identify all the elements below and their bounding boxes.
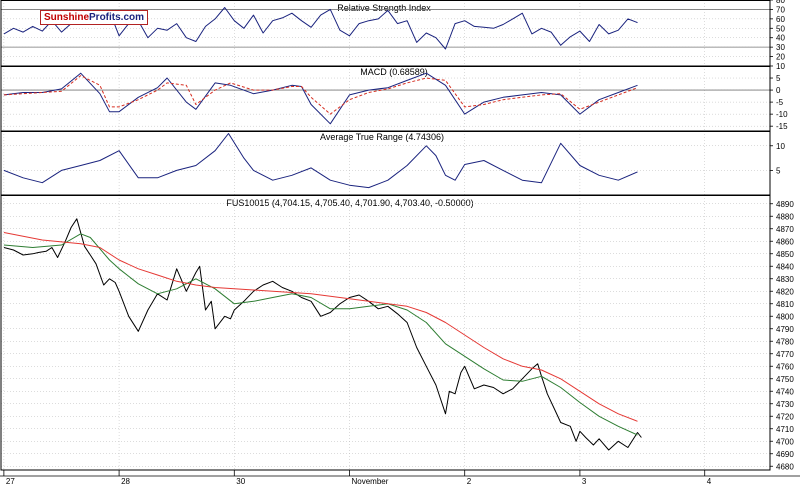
x-tick-label-5: 3 bbox=[582, 477, 587, 486]
price-ytick-label-21: 4890 bbox=[776, 200, 794, 209]
price-ytick-label-9: 4770 bbox=[776, 350, 794, 359]
atr-ytick-label-1: 10 bbox=[776, 142, 785, 151]
macd-series-0 bbox=[3, 72, 638, 125]
macd-ytick-label-0: -15 bbox=[776, 122, 788, 131]
rsi-ytick-label-4: 50 bbox=[776, 24, 785, 33]
price-ytick-label-18: 4860 bbox=[776, 237, 794, 246]
x-tick-label-3: November bbox=[351, 477, 388, 486]
price-ytick-label-11: 4790 bbox=[776, 325, 794, 334]
atr-series-0 bbox=[3, 133, 638, 189]
logo-part2: Profits.com bbox=[89, 12, 145, 23]
macd-ytick-label-1: -10 bbox=[776, 110, 788, 119]
price-series-1 bbox=[3, 233, 638, 436]
price-ytick-label-0: 4680 bbox=[776, 462, 794, 471]
macd-series-1 bbox=[3, 75, 638, 115]
price-ytick-label-12: 4800 bbox=[776, 312, 794, 321]
price-frame bbox=[0, 195, 771, 471]
macd-ytick-label-4: 5 bbox=[776, 74, 781, 83]
price-ytick-label-1: 4690 bbox=[776, 450, 794, 459]
price-ytick-label-6: 4740 bbox=[776, 387, 794, 396]
price-ytick-label-19: 4870 bbox=[776, 225, 794, 234]
price-ytick-label-5: 4730 bbox=[776, 400, 794, 409]
atr-ytick-label-0: 5 bbox=[776, 166, 781, 175]
price-ytick-label-14: 4820 bbox=[776, 287, 794, 296]
macd-title: MACD (0.68589) bbox=[360, 67, 428, 77]
rsi-title: Relative Strength Index bbox=[337, 3, 431, 13]
price-ytick-label-17: 4850 bbox=[776, 250, 794, 259]
rsi-ytick-label-6: 70 bbox=[776, 5, 785, 14]
macd-ytick-label-2: -5 bbox=[776, 98, 784, 107]
price-ytick-label-16: 4840 bbox=[776, 262, 794, 271]
price-series-0 bbox=[3, 218, 642, 451]
price-ytick-label-4: 4720 bbox=[776, 412, 794, 421]
macd-panel: -15 -10 -5 0 5 bbox=[0, 66, 788, 132]
x-tick-label-6: 4 bbox=[707, 477, 712, 486]
rsi-ytick-label-5: 60 bbox=[776, 15, 785, 24]
rsi-ytick-label-7: 80 bbox=[776, 0, 785, 5]
logo-part1: Sunshine bbox=[44, 12, 90, 23]
price-ytick-label-15: 4830 bbox=[776, 275, 794, 284]
price-panel: 4680 4690 4700 4710 4720 4730 4740 4750 4760 4770… bbox=[0, 195, 794, 471]
rsi-ytick-label-3: 40 bbox=[776, 34, 785, 43]
price-ytick-label-10: 4780 bbox=[776, 337, 794, 346]
price-ytick-label-13: 4810 bbox=[776, 300, 794, 309]
atr-title: Average True Range (4.74306) bbox=[320, 132, 444, 142]
price-series-2 bbox=[3, 232, 638, 422]
price-ytick-label-2: 4700 bbox=[776, 437, 794, 446]
price-ytick-label-20: 4880 bbox=[776, 212, 794, 221]
rsi-ytick-label-2: 30 bbox=[776, 43, 785, 52]
x-tick-label-4: 2 bbox=[467, 477, 472, 486]
price-title: FUS10015 (4,704.15, 4,705.40, 4,701.90, … bbox=[226, 198, 473, 208]
rsi-ytick-label-0: 10 bbox=[776, 62, 785, 71]
x-tick-label-1: 28 bbox=[121, 477, 130, 486]
price-ytick-label-3: 4710 bbox=[776, 425, 794, 434]
rsi-ytick-label-1: 20 bbox=[776, 53, 785, 62]
macd-ytick-label-3: 0 bbox=[776, 86, 781, 95]
price-ytick-label-8: 4760 bbox=[776, 362, 794, 371]
x-tick-label-0: 27 bbox=[6, 477, 15, 486]
x-axis: 27 28 30 November 2 3 4 bbox=[0, 470, 800, 486]
logo: SunshineProfits.com bbox=[40, 10, 149, 25]
price-ytick-label-7: 4750 bbox=[776, 375, 794, 384]
x-tick-label-2: 30 bbox=[236, 477, 245, 486]
